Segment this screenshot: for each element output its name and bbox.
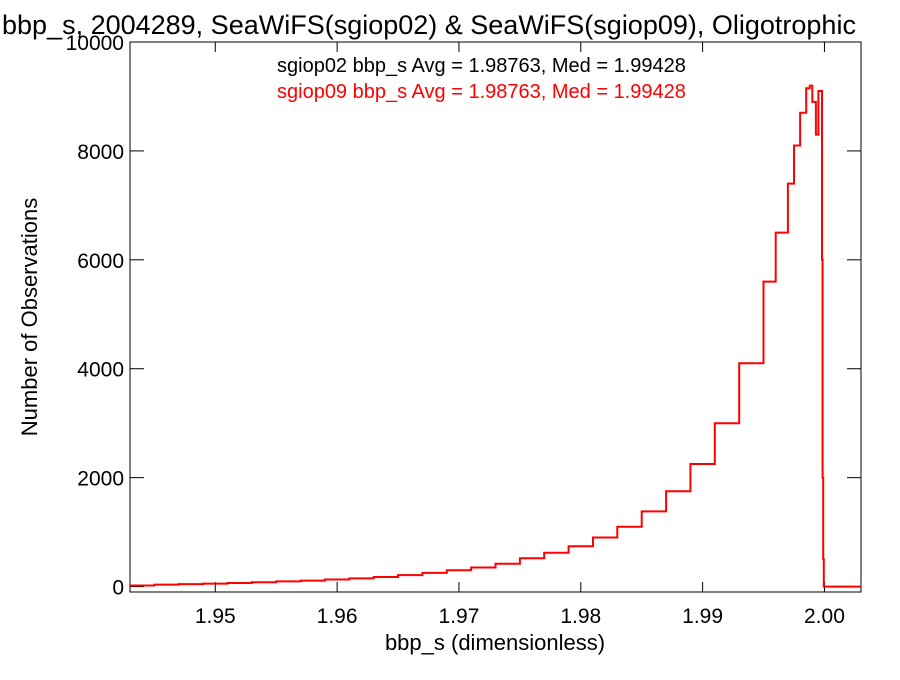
plot-frame (129, 41, 862, 593)
legend-entry-sgiop02: sgiop02 bbp_s Avg = 1.98763, Med = 1.994… (277, 55, 686, 77)
y-tick-label: 4000 (77, 359, 124, 382)
x-tick-label: 1.99 (682, 605, 723, 628)
x-tick-label: 1.97 (439, 605, 480, 628)
y-axis-ticks: 0 2000 4000 6000 8000 10000 (66, 32, 861, 600)
y-tick-label: 6000 (77, 250, 124, 273)
chart-title: bbp_s, 2004289, SeaWiFS(sgiop02) & SeaWi… (2, 10, 856, 40)
x-axis-ticks: 1.95 1.96 1.97 1.98 1.99 2.00 (195, 42, 845, 628)
x-tick-label: 2.00 (804, 605, 845, 628)
y-tick-label: 2000 (77, 468, 124, 491)
y-tick-label: 0 (112, 577, 124, 600)
y-axis-label: Number of Observations (17, 198, 42, 436)
x-tick-label: 1.98 (560, 605, 601, 628)
histogram-series-line (130, 84, 861, 588)
y-tick-label: 10000 (66, 32, 124, 55)
legend-entry-sgiop09: sgiop09 bbp_s Avg = 1.98763, Med = 1.994… (277, 81, 686, 103)
x-tick-label: 1.96 (317, 605, 358, 628)
x-tick-label: 1.95 (195, 605, 236, 628)
y-tick-label: 8000 (77, 141, 124, 164)
x-axis-label: bbp_s (dimensionless) (385, 630, 605, 655)
